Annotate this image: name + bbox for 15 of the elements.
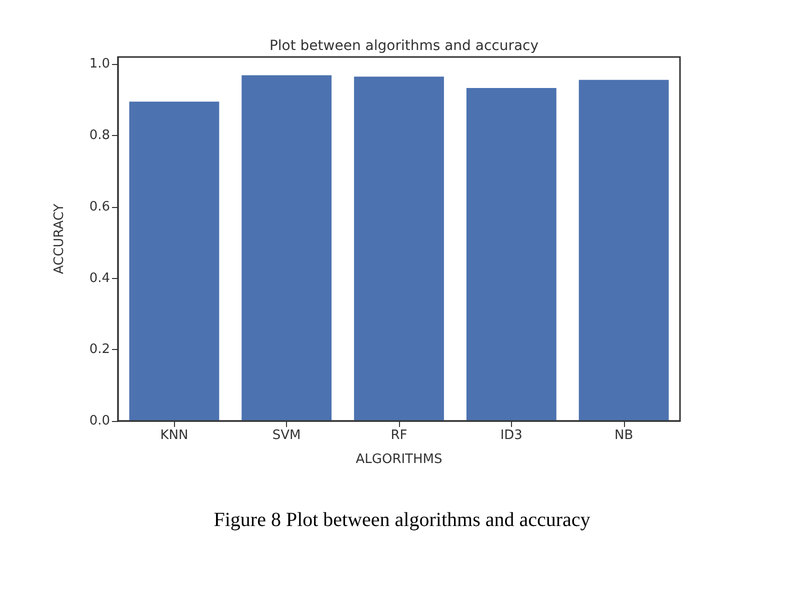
x-axis-title: ALGORITHMS bbox=[356, 452, 442, 467]
x-tick-label: KNN bbox=[160, 428, 188, 443]
y-axis-title: ACCURACY bbox=[52, 204, 67, 274]
x-tick-label: ID3 bbox=[500, 428, 522, 443]
y-tick-label: 0.2 bbox=[89, 342, 110, 358]
y-tick-label: 1.0 bbox=[89, 56, 110, 72]
y-tick-label: 0.4 bbox=[89, 270, 110, 286]
y-tick-label: 0.6 bbox=[89, 199, 110, 214]
caption: Figure 8 Plot between algorithms and accuracy bbox=[214, 509, 590, 531]
y-tick-label: 0.0 bbox=[89, 414, 110, 428]
y-tick-label: 0.8 bbox=[89, 128, 110, 144]
x-tick-label: RF bbox=[390, 428, 408, 443]
chart-title: Plot between algorithms and accuracy bbox=[269, 38, 539, 54]
x-tick-label: NB bbox=[614, 428, 634, 443]
x-tick-label: SVM bbox=[272, 428, 301, 443]
